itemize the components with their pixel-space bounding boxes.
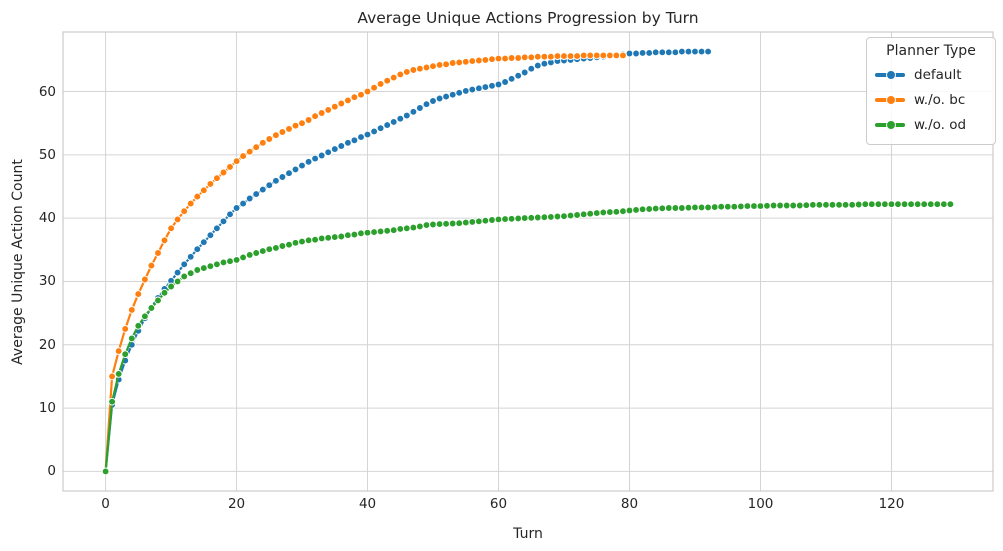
legend-marker-icon xyxy=(875,62,905,87)
series-default xyxy=(101,47,712,476)
x-axis-label: Turn xyxy=(513,526,543,542)
x-tick-label: 40 xyxy=(358,496,377,512)
x-tick-label: 100 xyxy=(747,496,774,512)
x-tick-label: 20 xyxy=(227,496,246,512)
series-w-o-od xyxy=(101,200,955,476)
y-tick-label: 0 xyxy=(47,463,56,480)
legend-rows: default w./o. bc w./o. od xyxy=(875,62,987,137)
legend-item-w-o-od: w./o. od xyxy=(875,112,987,137)
y-axis-label: Average Unique Action Count xyxy=(10,159,26,365)
legend-item-w-o-bc: w./o. bc xyxy=(875,87,987,112)
legend-label: w./o. bc xyxy=(914,91,966,108)
x-tick-label: 0 xyxy=(101,496,110,512)
chart-title: Average Unique Actions Progression by Tu… xyxy=(357,9,699,27)
y-tick-label: 30 xyxy=(38,273,56,290)
legend-marker-icon xyxy=(875,112,905,137)
legend-marker-icon xyxy=(875,87,905,112)
y-tick-label: 10 xyxy=(38,400,56,417)
legend-label: default xyxy=(914,66,962,83)
series-w-o-bc xyxy=(101,51,627,476)
x-tick-label: 80 xyxy=(620,496,639,512)
y-tick-label: 50 xyxy=(38,146,56,163)
x-tick-label: 120 xyxy=(878,496,905,512)
legend-title: Planner Type xyxy=(886,43,976,59)
y-tick-label: 20 xyxy=(38,336,56,353)
axes-border xyxy=(62,31,994,492)
y-tick-label: 40 xyxy=(38,210,56,227)
legend-label: w./o. od xyxy=(914,116,967,133)
legend: Planner Type default w./o. bc w./o. od xyxy=(866,37,996,145)
legend-item-default: default xyxy=(875,62,987,87)
y-tick-label: 60 xyxy=(38,83,56,100)
series-line xyxy=(104,203,951,472)
x-tick-label: 60 xyxy=(489,496,508,512)
grid-lines xyxy=(63,32,993,491)
